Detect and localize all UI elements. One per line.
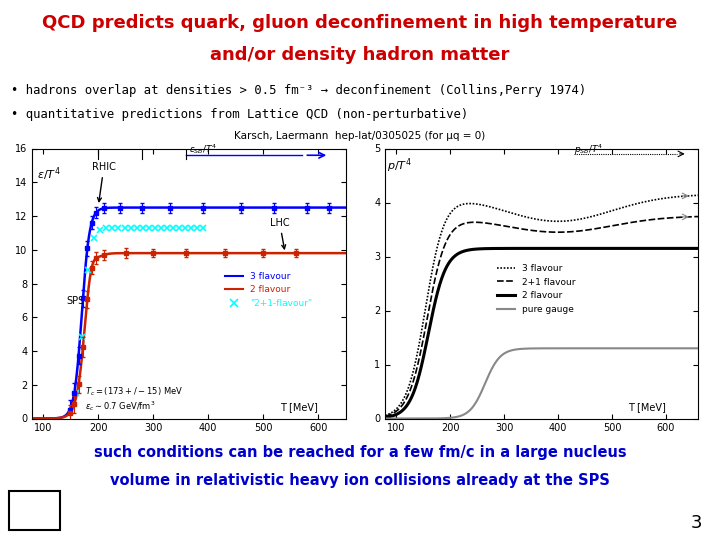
- Text: 49: 49: [14, 514, 31, 527]
- Text: volume in relativistic heavy ion collisions already at the SPS: volume in relativistic heavy ion collisi…: [110, 472, 610, 488]
- Text: QCD predicts quark, gluon deconfinement in high temperature: QCD predicts quark, gluon deconfinement …: [42, 14, 678, 31]
- Text: 3: 3: [690, 514, 702, 532]
- Text: SPS: SPS: [66, 296, 85, 306]
- Text: T [MeV]: T [MeV]: [628, 402, 666, 413]
- Bar: [9, 491, 60, 530]
- Text: T [MeV]: T [MeV]: [279, 402, 318, 412]
- Text: Karsch, Laermann  hep-lat/0305025 (for μq = 0): Karsch, Laermann hep-lat/0305025 (for μq…: [235, 131, 485, 141]
- Legend: 3 flavour, 2 flavour, "2+1-flavour": 3 flavour, 2 flavour, "2+1-flavour": [222, 268, 316, 312]
- Text: and/or density hadron matter: and/or density hadron matter: [210, 46, 510, 64]
- Text: $\varepsilon_{SB}/T^4$: $\varepsilon_{SB}/T^4$: [189, 143, 217, 156]
- Text: $\varepsilon/T^4$: $\varepsilon/T^4$: [37, 165, 60, 183]
- Text: NA: NA: [14, 497, 34, 510]
- Text: • hadrons overlap at densities > 0.5 fm⁻³ → deconfinement (Collins,Perry 1974): • hadrons overlap at densities > 0.5 fm⁻…: [11, 84, 586, 97]
- Text: $T_c = (173 +/- 15)$ MeV: $T_c = (173 +/- 15)$ MeV: [85, 386, 183, 399]
- Text: $p_{SB}/T^4$: $p_{SB}/T^4$: [575, 143, 603, 157]
- Text: • quantitative predictions from Lattice QCD (non-perturbative): • quantitative predictions from Lattice …: [11, 108, 468, 121]
- Text: $\varepsilon_c \sim 0.7$ GeV/fm$^3$: $\varepsilon_c \sim 0.7$ GeV/fm$^3$: [85, 399, 155, 413]
- Text: LHC: LHC: [270, 218, 289, 249]
- Text: $p/T^4$: $p/T^4$: [387, 157, 412, 175]
- Text: such conditions can be reached for a few fm/c in a large nucleus: such conditions can be reached for a few…: [94, 446, 626, 461]
- Text: RHIC: RHIC: [92, 162, 116, 201]
- Legend: 3 flavour, 2+1 flavour, 2 flavour, pure gauge: 3 flavour, 2+1 flavour, 2 flavour, pure …: [493, 260, 579, 318]
